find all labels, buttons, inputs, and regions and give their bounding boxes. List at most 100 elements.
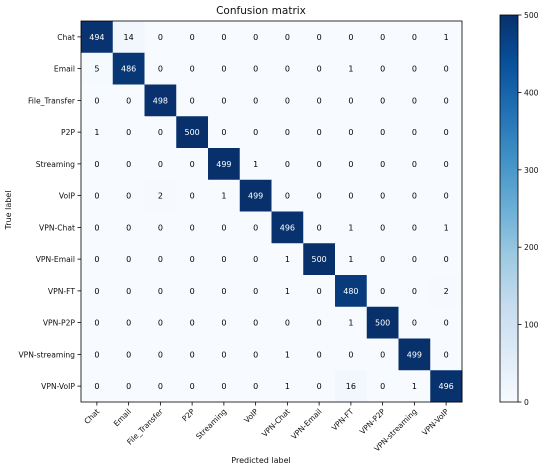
- cell-value-0-10: 0: [412, 33, 417, 42]
- cell-value-8-9: 0: [380, 287, 385, 296]
- cell-value-11-8: 16: [346, 382, 356, 391]
- x-tick-label: VPN-P2P: [358, 407, 387, 436]
- colorbar: 0 100 200 300 400 500: [499, 11, 539, 407]
- cell-value-7-2: 0: [158, 255, 163, 264]
- cell-8-10: [398, 275, 431, 308]
- cell-8-7: [303, 275, 336, 308]
- cell-3-10: [398, 116, 431, 149]
- cell-2-4: [208, 84, 241, 117]
- x-tick-label: VPN-VoIP: [420, 407, 451, 438]
- cell-value-9-2: 0: [158, 319, 163, 328]
- cell-value-0-6: 0: [285, 33, 290, 42]
- colorbar-tick-label: 500: [524, 11, 539, 20]
- cell-4-8: [335, 148, 368, 181]
- cell-value-9-3: 0: [190, 319, 195, 328]
- y-tick-label: File_Transfer: [28, 96, 76, 105]
- y-tick-label: VPN-FT: [48, 287, 75, 296]
- cell-11-11: [430, 370, 463, 403]
- cell-value-0-1: 14: [124, 33, 134, 42]
- y-axis-label: True label: [4, 191, 13, 231]
- cell-value-10-6: 1: [285, 350, 290, 359]
- cell-10-0: [81, 338, 114, 371]
- cell-7-10: [398, 243, 431, 276]
- cell-value-10-4: 0: [221, 350, 226, 359]
- cell-3-1: [112, 116, 145, 149]
- cell-8-6: [271, 275, 304, 308]
- cell-5-11: [430, 179, 463, 212]
- cell-0-4: [208, 21, 241, 54]
- cell-9-8: [335, 306, 368, 339]
- cell-9-11: [430, 306, 463, 339]
- cell-value-5-6: 0: [285, 192, 290, 201]
- cell-3-6: [271, 116, 304, 149]
- x-tick-label: VPN-Chat: [260, 407, 292, 439]
- cell-11-0: [81, 370, 114, 403]
- cell-value-8-4: 0: [221, 287, 226, 296]
- cell-value-5-4: 1: [221, 192, 226, 201]
- cell-value-7-9: 0: [380, 255, 385, 264]
- cell-9-4: [208, 306, 241, 339]
- cell-value-3-10: 0: [412, 128, 417, 137]
- cell-1-6: [271, 52, 304, 85]
- cell-value-6-0: 0: [94, 223, 99, 232]
- cell-8-0: [81, 275, 114, 308]
- cell-5-10: [398, 179, 431, 212]
- cell-1-2: [144, 52, 177, 85]
- cell-8-2: [144, 275, 177, 308]
- cell-value-3-3: 500: [184, 128, 199, 137]
- cell-1-1: [112, 52, 145, 85]
- cell-value-5-7: 0: [317, 192, 322, 201]
- cell-value-1-9: 0: [380, 65, 385, 74]
- cell-3-0: [81, 116, 114, 149]
- cell-6-0: [81, 211, 114, 244]
- cell-2-5: [239, 84, 272, 117]
- cell-6-1: [112, 211, 145, 244]
- cell-value-5-10: 0: [412, 192, 417, 201]
- cell-value-6-5: 0: [253, 223, 258, 232]
- cell-4-6: [271, 148, 304, 181]
- cell-4-11: [430, 148, 463, 181]
- cell-value-4-3: 0: [190, 160, 195, 169]
- cell-value-7-6: 1: [285, 255, 290, 264]
- cell-7-2: [144, 243, 177, 276]
- cell-7-8: [335, 243, 368, 276]
- cell-2-1: [112, 84, 145, 117]
- cell-9-3: [176, 306, 209, 339]
- cell-value-11-6: 1: [285, 382, 290, 391]
- cell-value-3-5: 0: [253, 128, 258, 137]
- cell-10-4: [208, 338, 241, 371]
- cell-4-9: [366, 148, 399, 181]
- cell-value-3-9: 0: [380, 128, 385, 137]
- cell-value-11-10: 1: [412, 382, 417, 391]
- x-tick-label: VoIP: [242, 407, 260, 425]
- cell-3-9: [366, 116, 399, 149]
- x-axis-label: Predicted label: [231, 456, 290, 465]
- cell-value-1-0: 5: [94, 65, 99, 74]
- cell-value-10-11: 0: [444, 350, 449, 359]
- y-tick-label: VPN-streaming: [18, 350, 75, 359]
- cell-11-1: [112, 370, 145, 403]
- cell-11-6: [271, 370, 304, 403]
- cell-value-0-7: 0: [317, 33, 322, 42]
- cell-7-6: [271, 243, 304, 276]
- cell-4-5: [239, 148, 272, 181]
- cell-value-1-5: 0: [253, 65, 258, 74]
- cell-value-11-11: 496: [438, 382, 453, 391]
- cell-2-6: [271, 84, 304, 117]
- cell-8-4: [208, 275, 241, 308]
- cell-4-10: [398, 148, 431, 181]
- cell-10-1: [112, 338, 145, 371]
- cell-2-7: [303, 84, 336, 117]
- cell-value-9-11: 0: [444, 319, 449, 328]
- y-tick-label: Streaming: [36, 160, 75, 169]
- cell-5-8: [335, 179, 368, 212]
- y-tick-label: P2P: [61, 128, 75, 137]
- x-tick-label: VPN-Email: [289, 407, 323, 441]
- cell-11-3: [176, 370, 209, 403]
- cell-1-0: [81, 52, 114, 85]
- cell-value-8-6: 1: [285, 287, 290, 296]
- cell-value-2-0: 0: [94, 96, 99, 105]
- cell-value-3-1: 0: [126, 128, 131, 137]
- cell-value-6-3: 0: [190, 223, 195, 232]
- cell-value-8-3: 0: [190, 287, 195, 296]
